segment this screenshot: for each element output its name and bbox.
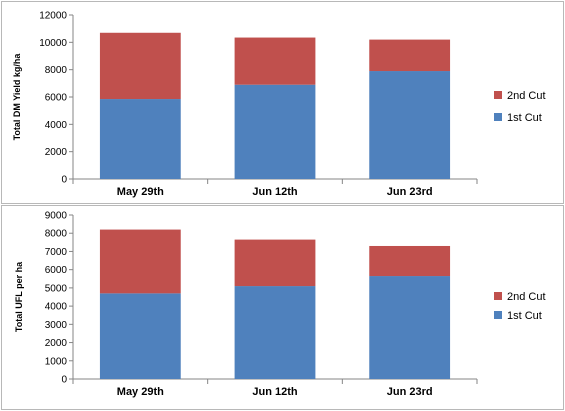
dm-y-tick-label: 8000 <box>45 65 68 76</box>
dm-yield-chart-panel: 0 2000 4000 6000 8000 10000 12000 May 29th Jun 1… <box>1 1 564 204</box>
dm-category-label: Jun 23rd <box>387 186 433 198</box>
dm-bar-second-cut <box>369 39 451 72</box>
ufl-y-tick-label: 3000 <box>45 320 68 331</box>
ufl-category-label: May 29th <box>117 386 164 398</box>
ufl-y-tick-label: 7000 <box>45 247 68 258</box>
ufl-y-tick-label: 2000 <box>45 338 68 349</box>
ufl-bar-second-cut <box>234 239 316 287</box>
ufl-legend-swatch-first-cut <box>494 311 502 319</box>
ufl-y-tick-label: 4000 <box>45 302 68 313</box>
dm-y-tick-label: 0 <box>61 175 67 186</box>
dm-category-label: May 29th <box>117 186 164 198</box>
dm-category-label: Jun 12th <box>252 186 298 198</box>
dm-bar-first-cut <box>99 99 181 179</box>
ufl-y-tick-label: 9000 <box>45 211 68 222</box>
ufl-y-tick-label: 8000 <box>45 229 68 240</box>
ufl-y-tick-label: 6000 <box>45 265 68 276</box>
ufl-legend-label-second-cut: 2nd Cut <box>507 291 546 303</box>
ufl-category-label: Jun 23rd <box>387 386 433 398</box>
ufl-legend-swatch-second-cut <box>494 292 502 300</box>
ufl-bar-first-cut <box>99 293 181 379</box>
dm-legend-label-second-cut: 2nd Cut <box>507 90 546 102</box>
ufl-bar-first-cut <box>234 286 316 379</box>
ufl-y-tick-label: 1000 <box>45 356 68 367</box>
ufl-y-tick-label: 0 <box>61 375 67 386</box>
ufl-chart: 0 1000 2000 3000 4000 5000 6000 7000 8000 9000 May… <box>14 211 546 399</box>
dm-y-axis-label: Total DM Yield kg/ha <box>12 53 22 141</box>
dm-bar-second-cut <box>234 37 316 85</box>
dm-y-tick-label: 10000 <box>39 38 67 49</box>
dm-y-tick-label: 2000 <box>45 147 68 158</box>
dm-legend-swatch-first-cut <box>494 113 502 121</box>
ufl-category-label: Jun 12th <box>252 386 298 398</box>
ufl-y-tick-label: 5000 <box>45 283 68 294</box>
dm-bar-second-cut <box>99 32 181 100</box>
ufl-legend-label-first-cut: 1st Cut <box>507 310 542 322</box>
dm-legend-swatch-second-cut <box>494 91 502 99</box>
dm-yield-chart: 0 2000 4000 6000 8000 10000 12000 May 29th Jun 1… <box>12 11 546 199</box>
dm-y-tick-label: 12000 <box>39 11 67 22</box>
dm-legend-label-first-cut: 1st Cut <box>507 112 542 124</box>
dm-y-tick-label: 6000 <box>45 93 68 104</box>
ufl-bar-second-cut <box>99 229 181 294</box>
ufl-bar-second-cut <box>369 245 451 277</box>
dm-y-tick-label: 4000 <box>45 120 68 131</box>
ufl-chart-panel: 0 1000 2000 3000 4000 5000 6000 7000 8000 9000 May… <box>1 205 564 410</box>
ufl-y-axis-label: Total UFL per ha <box>14 261 24 332</box>
ufl-bar-first-cut <box>369 276 451 379</box>
dm-bar-first-cut <box>234 84 316 179</box>
dm-bar-first-cut <box>369 71 451 179</box>
